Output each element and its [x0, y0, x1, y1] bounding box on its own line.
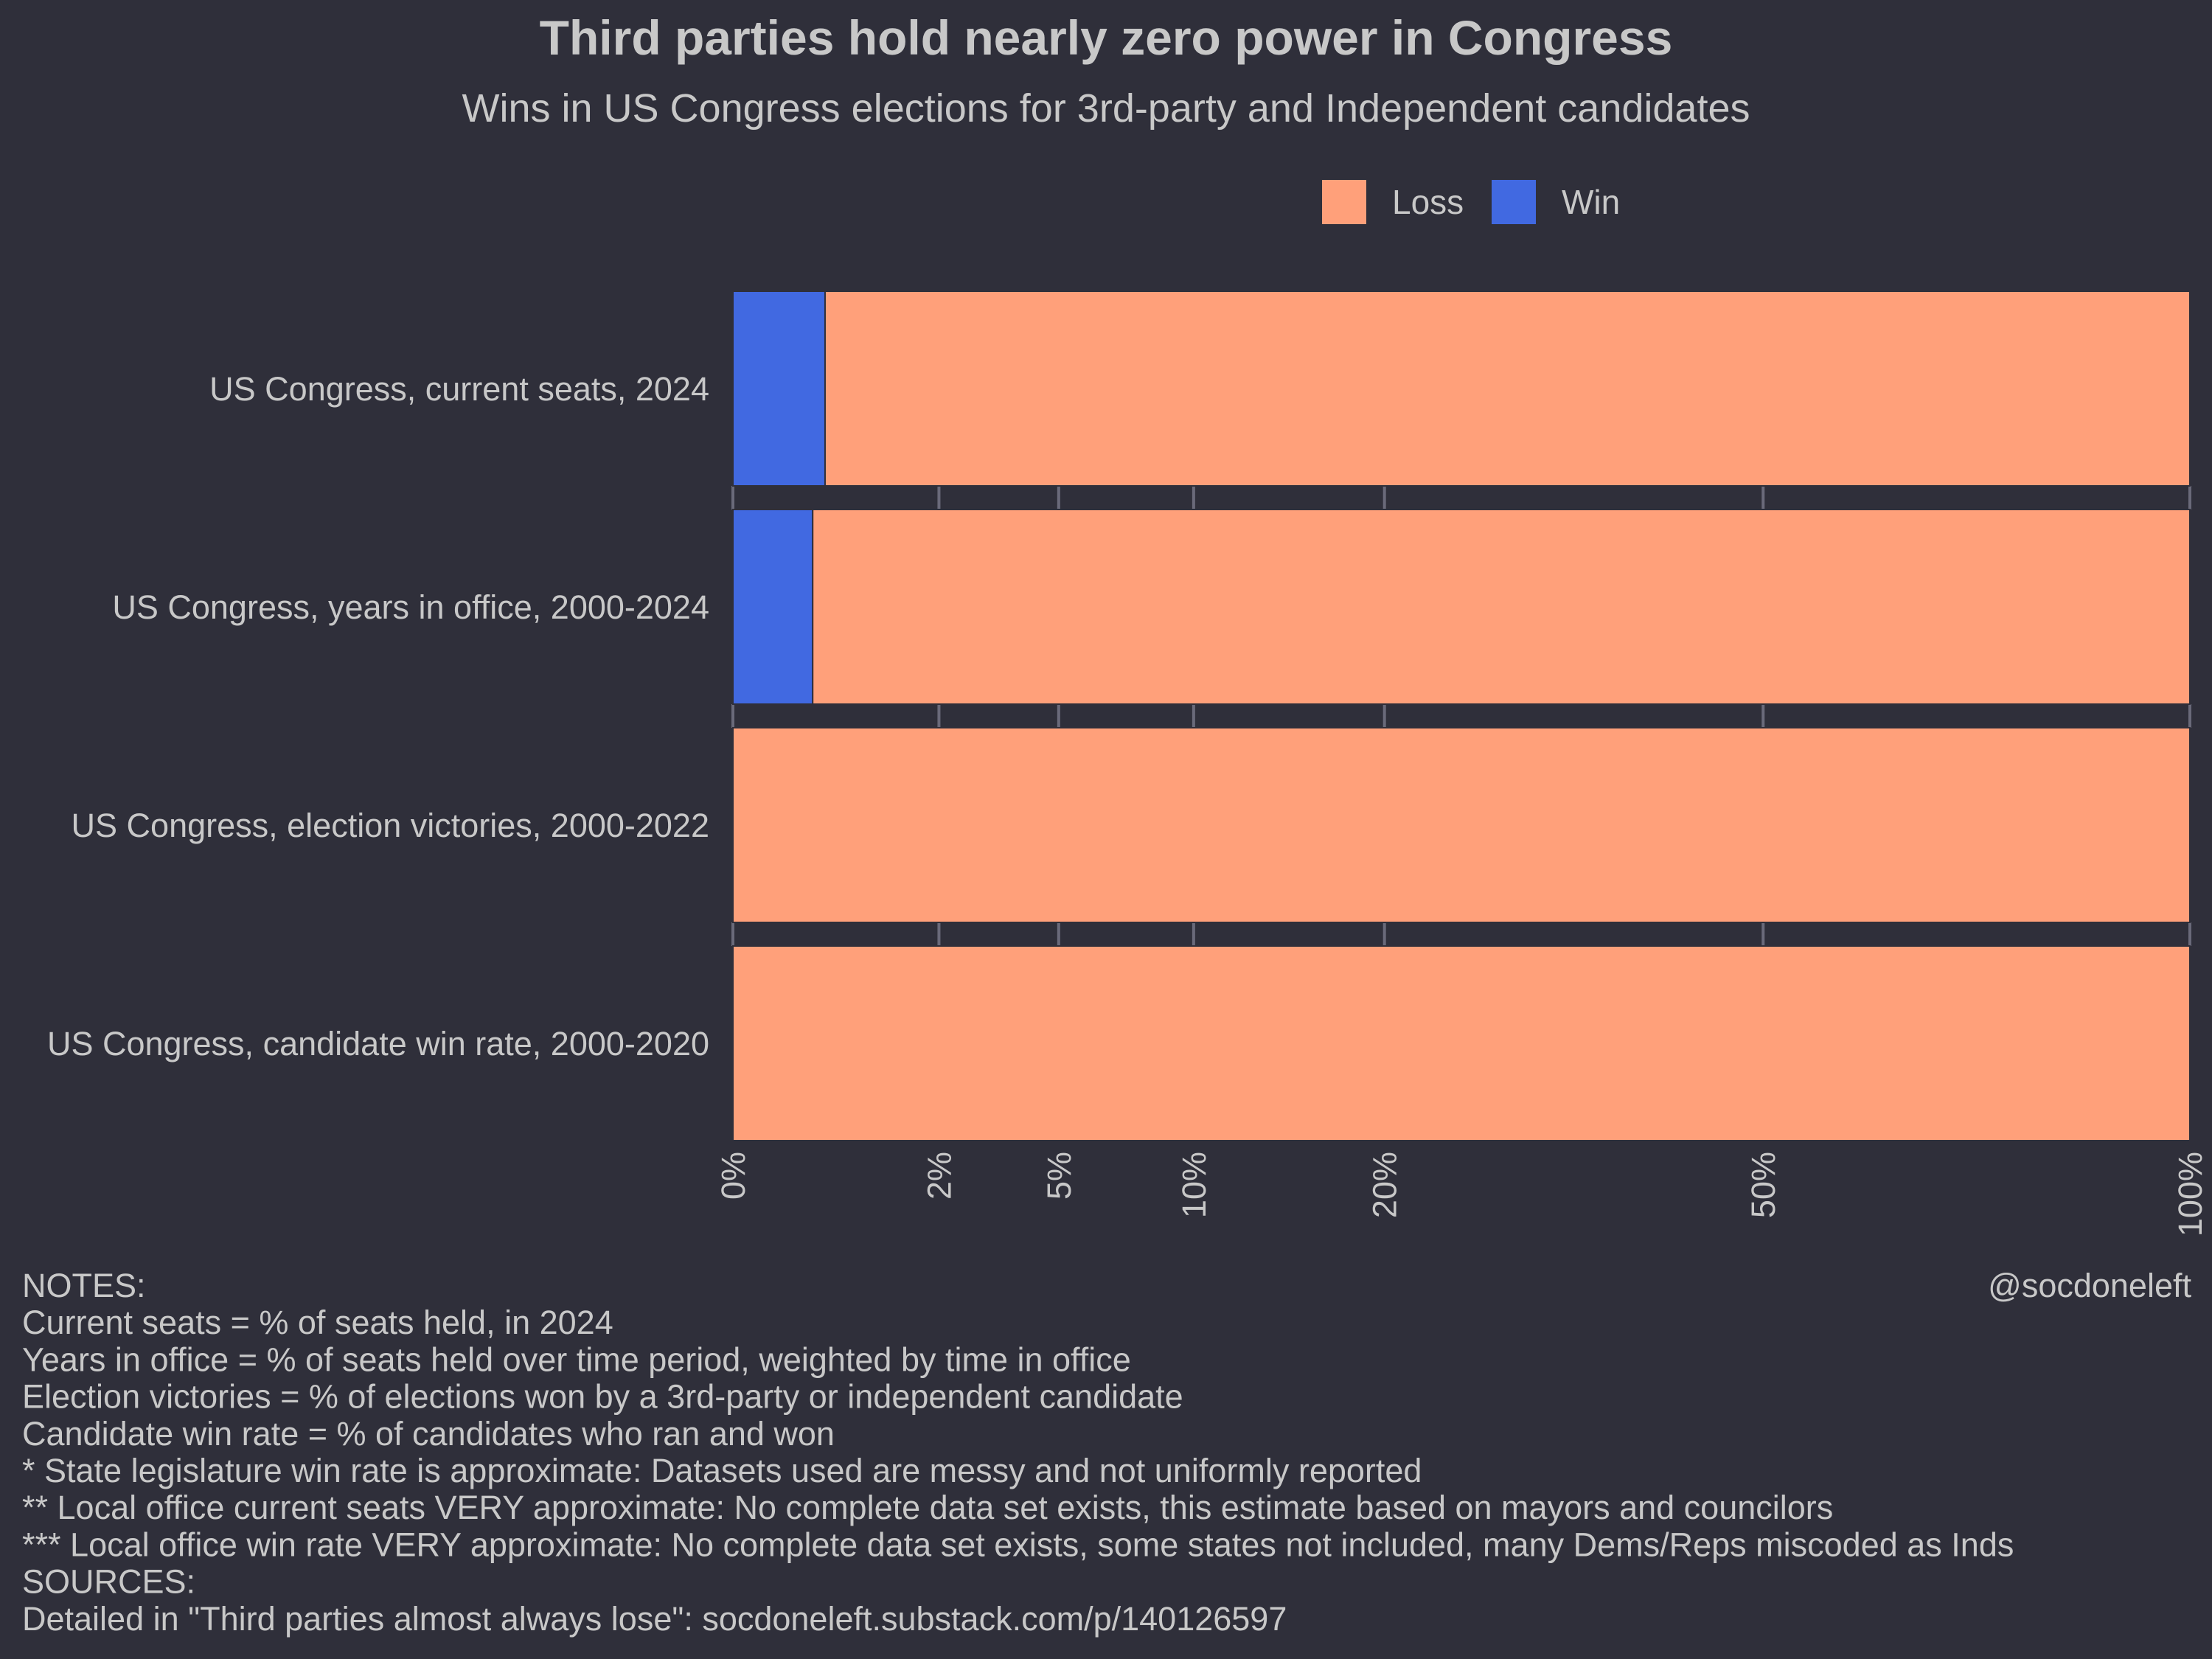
credit: @socdoneleft: [1988, 1267, 2191, 1304]
chart-subtitle: Wins in US Congress elections for 3rd-pa…: [462, 86, 1750, 131]
bar-loss: [732, 727, 2191, 923]
category-label: US Congress, years in office, 2000-2024: [112, 588, 709, 626]
notes-line: ** Local office current seats VERY appro…: [22, 1489, 1833, 1526]
bar-win: [732, 509, 814, 705]
x-tick-label: 5%: [1040, 1152, 1078, 1200]
bar-loss: [732, 945, 2191, 1141]
bar-loss: [824, 291, 2191, 487]
notes-line: *** Local office win rate VERY approxima…: [22, 1526, 2014, 1563]
x-tick-label: 0%: [714, 1152, 752, 1200]
bar-loss: [812, 509, 2191, 705]
category-label: US Congress, candidate win rate, 2000-20…: [47, 1025, 709, 1062]
notes-line: * State legislature win rate is approxim…: [22, 1452, 1422, 1489]
notes-line: Candidate win rate = % of candidates who…: [22, 1415, 835, 1453]
x-tick-label: 2%: [920, 1152, 958, 1200]
category-label: US Congress, current seats, 2024: [209, 370, 709, 408]
notes: NOTES:Current seats = % of seats held, i…: [22, 1267, 2014, 1638]
notes-line: Detailed in "Third parties almost always…: [22, 1600, 1287, 1638]
bar-win: [732, 291, 826, 487]
plot-area: US Congress, current seats, 2024 US Congr…: [47, 291, 2209, 1237]
legend-label-loss: Loss: [1392, 183, 1464, 221]
x-tick-label: 50%: [1745, 1152, 1782, 1218]
notes-line: Election victories = % of elections won …: [22, 1378, 1183, 1416]
notes-line: NOTES:: [22, 1267, 146, 1304]
category-label: US Congress, election victories, 2000-20…: [72, 807, 709, 844]
legend-label-win: Win: [1562, 183, 1620, 221]
legend: Loss Win: [1321, 178, 1620, 226]
chart-title: Third parties hold nearly zero power in …: [540, 10, 1673, 65]
legend-swatch-win: [1490, 178, 1537, 226]
legend-swatch-loss: [1321, 178, 1368, 226]
notes-line: Years in office = % of seats held over t…: [22, 1340, 1131, 1378]
x-tick-label: 100%: [2171, 1152, 2209, 1237]
x-tick-label: 10%: [1175, 1152, 1213, 1218]
x-tick-label: 20%: [1366, 1152, 1404, 1218]
notes-line: SOURCES:: [22, 1563, 195, 1601]
notes-line: Current seats = % of seats held, in 2024: [22, 1304, 613, 1341]
